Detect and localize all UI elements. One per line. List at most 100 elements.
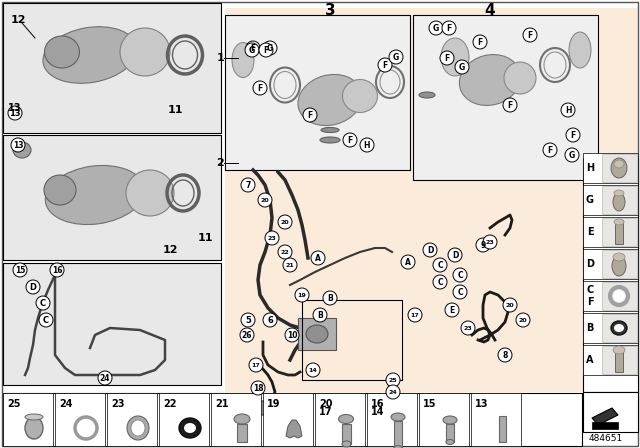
Circle shape: [401, 255, 415, 269]
Circle shape: [39, 313, 53, 327]
Text: H: H: [364, 141, 371, 150]
Polygon shape: [592, 408, 618, 425]
Bar: [583, 185, 638, 215]
Circle shape: [263, 41, 277, 55]
Ellipse shape: [614, 324, 624, 332]
Ellipse shape: [81, 423, 91, 433]
Text: G: G: [249, 46, 255, 55]
Ellipse shape: [184, 423, 196, 433]
Text: F: F: [508, 100, 513, 109]
Bar: [615, 220, 623, 244]
Text: 7: 7: [245, 181, 251, 190]
Polygon shape: [286, 420, 302, 438]
Bar: [419, 393, 469, 446]
Ellipse shape: [613, 290, 625, 302]
Text: 13: 13: [8, 103, 22, 113]
Bar: [3, 3, 221, 133]
Text: G: G: [267, 43, 273, 52]
Circle shape: [445, 303, 459, 317]
Circle shape: [295, 288, 309, 302]
Ellipse shape: [306, 325, 328, 343]
Text: 22: 22: [280, 250, 289, 254]
Text: A: A: [315, 254, 321, 263]
Text: G: G: [459, 63, 465, 72]
Bar: [583, 313, 638, 343]
Bar: [159, 393, 209, 446]
Text: C: C: [457, 288, 463, 297]
Ellipse shape: [446, 439, 454, 444]
Text: C: C: [437, 260, 443, 270]
Ellipse shape: [342, 441, 351, 447]
Text: 8: 8: [502, 350, 508, 359]
Ellipse shape: [504, 62, 536, 94]
Circle shape: [433, 275, 447, 289]
Bar: [602, 186, 637, 214]
Circle shape: [523, 28, 537, 42]
Text: 19: 19: [298, 293, 307, 297]
Text: 20: 20: [260, 198, 269, 202]
Circle shape: [36, 296, 50, 310]
Circle shape: [240, 328, 254, 342]
Circle shape: [543, 143, 557, 157]
Circle shape: [442, 21, 456, 35]
Ellipse shape: [234, 414, 250, 424]
Circle shape: [386, 385, 400, 399]
Bar: [583, 392, 638, 432]
Circle shape: [313, 308, 327, 322]
Circle shape: [360, 138, 374, 152]
Text: 17: 17: [252, 362, 260, 367]
Text: 13: 13: [9, 108, 21, 117]
Text: 25: 25: [388, 378, 397, 383]
Text: 9: 9: [481, 241, 486, 250]
Bar: [237, 424, 247, 442]
Text: 19: 19: [267, 399, 280, 409]
Circle shape: [561, 103, 575, 117]
Text: F: F: [348, 135, 353, 145]
Text: 14: 14: [308, 367, 317, 372]
Ellipse shape: [25, 414, 43, 420]
Circle shape: [245, 43, 259, 57]
Bar: [602, 154, 637, 182]
Circle shape: [283, 258, 297, 272]
Ellipse shape: [320, 137, 340, 143]
Circle shape: [278, 245, 292, 259]
Circle shape: [503, 298, 517, 312]
Bar: [3, 393, 582, 446]
Ellipse shape: [419, 92, 435, 98]
Ellipse shape: [614, 219, 624, 225]
Circle shape: [258, 193, 272, 207]
Bar: [342, 424, 351, 444]
Text: 23: 23: [486, 240, 494, 245]
Circle shape: [249, 358, 263, 372]
Bar: [211, 393, 261, 446]
Text: F: F: [264, 46, 269, 55]
Bar: [3, 135, 221, 260]
Text: 24: 24: [100, 374, 110, 383]
Ellipse shape: [391, 413, 405, 421]
Circle shape: [440, 51, 454, 65]
Circle shape: [461, 321, 475, 335]
Text: 2: 2: [216, 158, 224, 168]
Text: 14: 14: [371, 407, 385, 417]
Bar: [583, 217, 638, 247]
Circle shape: [98, 371, 112, 385]
Circle shape: [476, 238, 490, 252]
Text: G: G: [393, 52, 399, 61]
Circle shape: [389, 50, 403, 64]
Ellipse shape: [120, 28, 170, 76]
Text: F: F: [527, 30, 532, 39]
Text: 21: 21: [215, 399, 228, 409]
Text: 20: 20: [506, 302, 515, 307]
Circle shape: [303, 108, 317, 122]
Bar: [583, 158, 638, 392]
Ellipse shape: [441, 38, 469, 76]
Text: 15: 15: [423, 399, 436, 409]
Circle shape: [343, 133, 357, 147]
Circle shape: [311, 251, 325, 265]
Ellipse shape: [126, 170, 174, 216]
Circle shape: [433, 258, 447, 272]
Circle shape: [285, 328, 299, 342]
Circle shape: [265, 231, 279, 245]
Bar: [583, 153, 638, 183]
Text: F: F: [477, 38, 483, 47]
